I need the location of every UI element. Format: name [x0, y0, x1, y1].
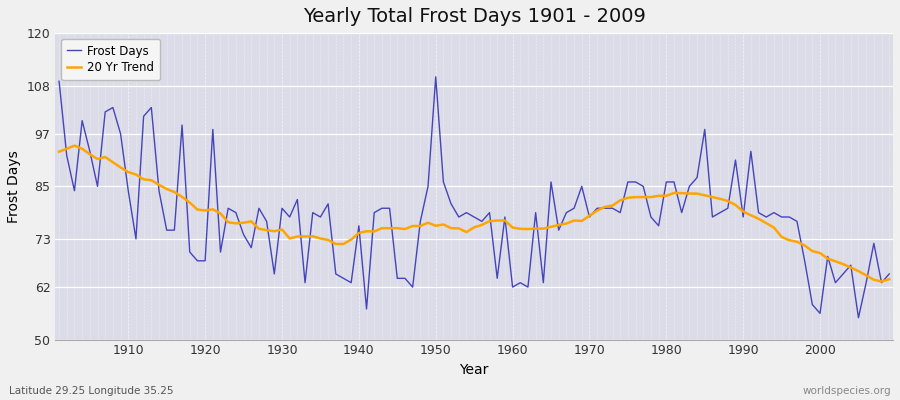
Legend: Frost Days, 20 Yr Trend: Frost Days, 20 Yr Trend [61, 39, 160, 80]
Text: Latitude 29.25 Longitude 35.25: Latitude 29.25 Longitude 35.25 [9, 386, 174, 396]
20 Yr Trend [884, 277, 895, 282]
Frost Days [115, 131, 126, 136]
20 Yr Trend [876, 279, 886, 284]
20 Yr Trend [515, 226, 526, 231]
Line: 20 Yr Trend: 20 Yr Trend [59, 146, 889, 282]
Frost Days [608, 206, 618, 211]
Text: worldspecies.org: worldspecies.org [803, 386, 891, 396]
20 Yr Trend [54, 149, 65, 154]
Frost Days [54, 79, 65, 84]
20 Yr Trend [338, 242, 349, 246]
Frost Days [853, 315, 864, 320]
Frost Days [330, 272, 341, 276]
Frost Days [430, 74, 441, 79]
20 Yr Trend [608, 203, 618, 208]
Frost Days [515, 280, 526, 285]
Line: Frost Days: Frost Days [59, 77, 889, 318]
20 Yr Trend [123, 170, 134, 174]
20 Yr Trend [292, 234, 302, 239]
20 Yr Trend [508, 225, 518, 230]
Frost Days [284, 215, 295, 220]
Frost Days [884, 272, 895, 276]
X-axis label: Year: Year [460, 363, 489, 377]
Y-axis label: Frost Days: Frost Days [7, 150, 21, 223]
Frost Days [508, 285, 518, 290]
Title: Yearly Total Frost Days 1901 - 2009: Yearly Total Frost Days 1901 - 2009 [302, 7, 645, 26]
20 Yr Trend [69, 143, 80, 148]
